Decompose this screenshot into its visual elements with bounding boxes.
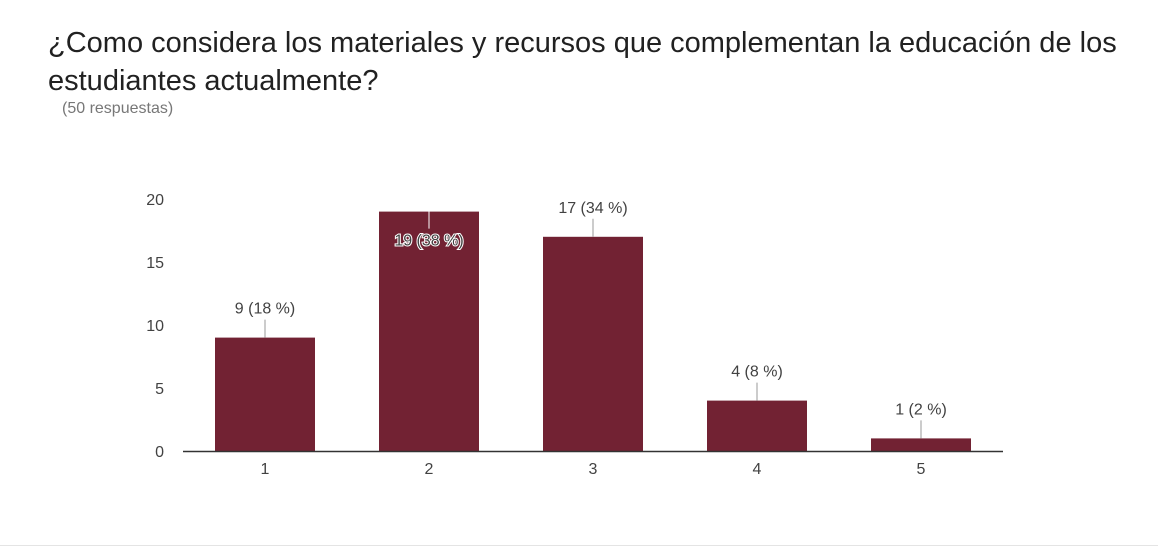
bar <box>379 211 479 451</box>
bar <box>871 438 971 451</box>
data-label: 1 (2 %) <box>895 401 947 418</box>
x-tick-label: 4 <box>753 461 762 478</box>
x-tick-label: 3 <box>589 461 598 478</box>
y-tick-label: 15 <box>146 255 164 272</box>
data-label: 19 (38 %) <box>394 233 463 250</box>
bar <box>543 236 643 451</box>
x-tick-label: 2 <box>425 461 434 478</box>
x-tick-label: 5 <box>917 461 926 478</box>
y-tick-label: 20 <box>146 192 164 209</box>
y-tick-label: 10 <box>146 318 164 335</box>
data-label: 17 (34 %) <box>558 200 627 217</box>
question-title: ¿Como considera los materiales y recurso… <box>48 27 1117 97</box>
x-tick-label: 1 <box>261 461 270 478</box>
y-tick-label: 5 <box>155 381 164 398</box>
y-tick-label: 0 <box>155 444 164 461</box>
response-count: (50 respuestas) <box>62 100 174 117</box>
bar <box>215 337 315 451</box>
data-label: 9 (18 %) <box>235 301 295 318</box>
bar <box>707 400 807 451</box>
divider <box>0 545 1158 546</box>
data-label: 4 (8 %) <box>731 364 783 381</box>
